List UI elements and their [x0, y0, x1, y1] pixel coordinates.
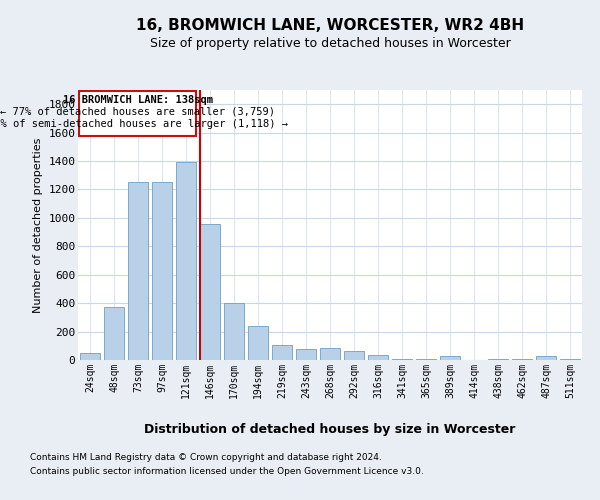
Y-axis label: Number of detached properties: Number of detached properties	[32, 138, 43, 312]
Bar	[248, 326, 268, 360]
Text: Size of property relative to detached houses in Worcester: Size of property relative to detached ho…	[149, 38, 511, 51]
Bar	[128, 182, 148, 360]
Bar	[80, 353, 100, 360]
Bar	[224, 303, 244, 360]
Bar	[176, 162, 196, 360]
Bar	[104, 308, 124, 360]
Bar	[368, 355, 388, 360]
Bar	[320, 348, 340, 360]
Bar	[272, 345, 292, 360]
Text: ← 77% of detached houses are smaller (3,759): ← 77% of detached houses are smaller (3,…	[0, 106, 275, 117]
Bar	[200, 224, 220, 360]
Text: 23% of semi-detached houses are larger (1,118) →: 23% of semi-detached houses are larger (…	[0, 119, 287, 129]
Text: 16 BROMWICH LANE: 138sqm: 16 BROMWICH LANE: 138sqm	[62, 96, 212, 106]
Bar	[344, 351, 364, 360]
Text: 16, BROMWICH LANE, WORCESTER, WR2 4BH: 16, BROMWICH LANE, WORCESTER, WR2 4BH	[136, 18, 524, 32]
Bar	[536, 356, 556, 360]
Bar	[79, 92, 196, 136]
Text: Contains public sector information licensed under the Open Government Licence v3: Contains public sector information licen…	[30, 468, 424, 476]
Bar	[296, 348, 316, 360]
Text: Distribution of detached houses by size in Worcester: Distribution of detached houses by size …	[145, 422, 515, 436]
Bar	[152, 182, 172, 360]
Text: Contains HM Land Registry data © Crown copyright and database right 2024.: Contains HM Land Registry data © Crown c…	[30, 452, 382, 462]
Bar	[440, 356, 460, 360]
